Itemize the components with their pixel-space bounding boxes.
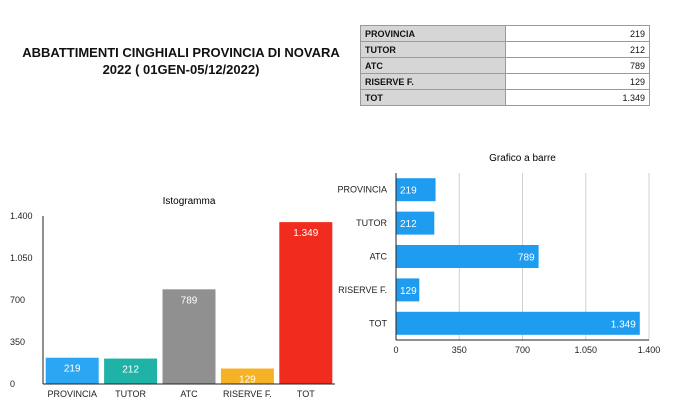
y-tick-label: RISERVE F. (338, 285, 387, 295)
x-tick-label: 1.400 (638, 345, 661, 355)
x-tick-label: PROVINCIA (47, 389, 97, 399)
bar (396, 278, 420, 302)
bar-data-label: 212 (122, 365, 139, 376)
bar-data-label: 1.349 (611, 319, 636, 330)
page-title: ABBATTIMENTI CINGHIALI PROVINCIA DI NOVA… (22, 44, 340, 78)
bar (220, 368, 274, 384)
x-tick-label: 700 (515, 345, 530, 355)
bar-data-label: 789 (181, 295, 198, 306)
page-title-line-1: ABBATTIMENTI CINGHIALI PROVINCIA DI NOVA… (22, 45, 340, 60)
bar (279, 222, 333, 384)
x-tick-label: ATC (180, 389, 198, 399)
y-tick-label: TUTOR (356, 218, 387, 228)
y-tick-label: 1.050 (10, 253, 33, 263)
x-tick-label: 1.050 (574, 345, 597, 355)
bar-data-label: 1.349 (293, 228, 318, 239)
table-row-value: 789 (505, 57, 650, 74)
table-row-value: 219 (505, 25, 650, 42)
y-tick-label: PROVINCIA (337, 185, 387, 195)
y-tick-label: 0 (10, 379, 15, 389)
chart-title: Istogramma (163, 196, 216, 207)
bar (162, 289, 216, 384)
bar-data-label: 219 (400, 186, 417, 197)
y-tick-label: ATC (370, 252, 388, 262)
table-row-label: PROVINCIA (360, 25, 506, 42)
table-row: TOT 1.349 (360, 89, 650, 106)
x-tick-label: 350 (452, 345, 467, 355)
bar (45, 357, 99, 384)
x-tick-label: RISERVE F. (223, 389, 272, 399)
table-row: TUTOR 212 (360, 41, 650, 58)
page-title-line-2: 2022 ( 01GEN-05/12/2022) (102, 62, 260, 77)
y-tick-label: 1.400 (10, 211, 33, 221)
table-row-label: TUTOR (360, 41, 506, 58)
bar-data-label: 129 (239, 375, 256, 386)
bar (396, 311, 640, 335)
table-row-value: 212 (505, 41, 650, 58)
table-row-value: 129 (505, 73, 650, 90)
x-tick-label: TUTOR (115, 389, 146, 399)
bar-data-label: 129 (400, 286, 417, 297)
x-tick-label: 0 (393, 345, 398, 355)
y-tick-label: 700 (10, 295, 25, 305)
bar-data-label: 212 (400, 219, 417, 230)
summary-table: PROVINCIA 219 TUTOR 212 ATC 789 RISERVE F. 129 T… (360, 25, 650, 106)
x-tick-label: TOT (297, 389, 315, 399)
bar (396, 178, 436, 202)
table-row-value: 1.349 (505, 89, 650, 106)
table-row-label: RISERVE F. (360, 73, 506, 90)
table-row: RISERVE F. 129 (360, 73, 650, 90)
bar-data-label: 219 (64, 364, 81, 375)
table-row: ATC 789 (360, 57, 650, 74)
bar (396, 211, 435, 235)
y-tick-label: TOT (369, 318, 387, 328)
grafico-a-barre-chart: Grafico a barre 0 350 700 1.050 1.400 219 PROVI… (337, 153, 661, 355)
bar (396, 245, 539, 268)
table-row-label: ATC (360, 57, 506, 74)
bar (104, 358, 158, 384)
istogramma-chart: Istogramma 0 350 700 1.050 1.400 219 PROVINCIA 2… (10, 196, 335, 399)
chart-title: Grafico a barre (489, 153, 556, 164)
table-row: PROVINCIA 219 (360, 25, 650, 42)
table-row-label: TOT (360, 89, 506, 106)
y-tick-label: 350 (10, 337, 25, 347)
bar-data-label: 789 (518, 253, 535, 264)
